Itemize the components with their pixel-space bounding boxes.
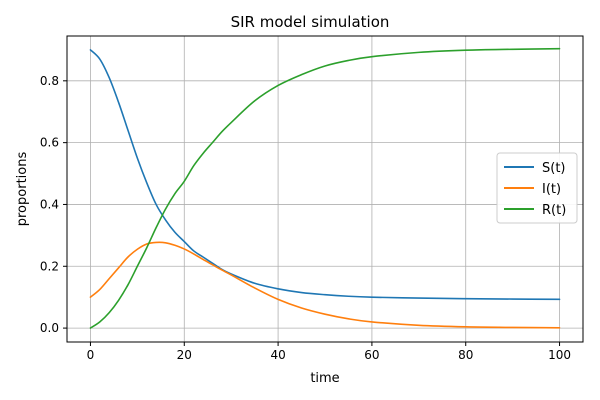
x-tick-label: 60 [364,348,379,362]
y-tick-label: 0.6 [40,136,59,150]
x-tick-label: 40 [270,348,285,362]
legend-box [496,152,578,224]
y-tick-label: 0.0 [40,321,59,335]
y-axis-ticks: 0.0 0.2 0.4 0.6 0.8 [40,74,67,335]
series-layer [89,47,561,329]
x-axis-ticks: 0 20 40 60 80 100 [87,342,571,362]
legend-label-i: I(t) [542,182,561,197]
chart-title: SIR model simulation [231,13,390,31]
legend: S(t) I(t) R(t) [496,152,578,224]
series-line-i [89,241,561,329]
y-tick-label: 0.4 [40,197,59,211]
x-tick-label: 20 [177,348,192,362]
x-tick-label: 80 [458,348,473,362]
series-line-s [89,49,561,301]
x-tick-label: 100 [548,348,571,362]
series-line-r [89,47,561,329]
x-tick-label: 0 [87,348,95,362]
y-tick-label: 0.8 [40,74,59,88]
plot-area-frame [66,35,584,343]
x-axis-label: time [310,371,339,386]
legend-label-r: R(t) [542,203,566,218]
y-tick-label: 0.2 [40,259,59,273]
legend-label-s: S(t) [542,161,566,176]
y-axis-label: proportions [15,152,30,227]
